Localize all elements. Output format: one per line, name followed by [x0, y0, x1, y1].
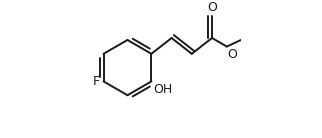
- Text: F: F: [93, 75, 100, 88]
- Text: O: O: [227, 48, 237, 61]
- Text: O: O: [207, 1, 217, 14]
- Text: OH: OH: [153, 83, 173, 96]
